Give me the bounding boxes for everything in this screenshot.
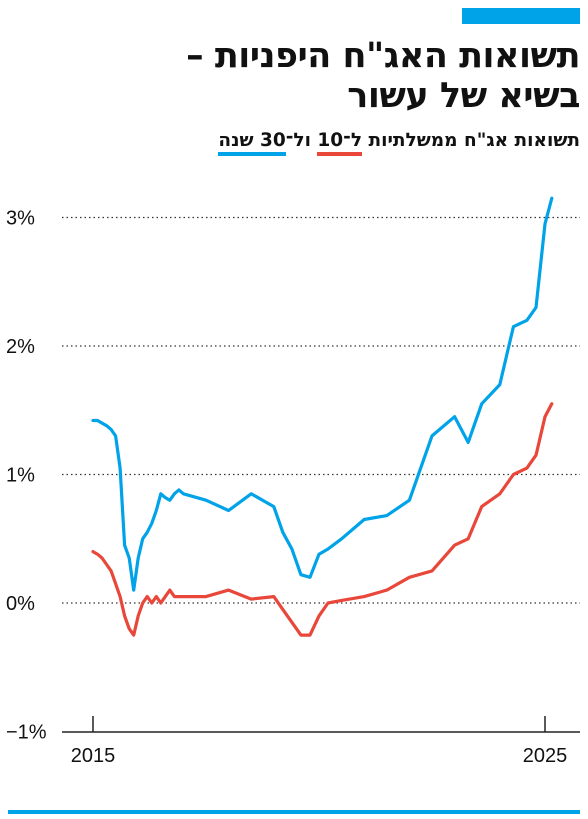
title-line-2: בשיא של עשור: [347, 76, 580, 116]
series-line-10y: [91, 402, 554, 637]
accent-bar-bottom: [8, 810, 580, 814]
title-line-1: תשואות האג"ח היפניות –: [186, 36, 580, 76]
legend-label-30y: 30 שנה: [218, 130, 286, 156]
x-tick-label: 2025: [523, 745, 568, 767]
y-tick-label: 1%: [6, 465, 35, 487]
chart-subtitle: תשואות אג"ח ממשלתיות ל־10 ול־30 שנה: [20, 128, 580, 156]
y-tick-label: 2%: [6, 336, 35, 358]
y-tick-label: −1%: [6, 722, 47, 744]
subtitle-prefix: תשואות אג"ח ממשלתיות: [368, 130, 580, 151]
subtitle-join: ול־: [285, 130, 311, 151]
chart-title: תשואות האג"ח היפניות – בשיא של עשור: [20, 36, 580, 116]
y-tick-label: 0%: [6, 593, 35, 615]
accent-bar-top: [462, 8, 580, 24]
x-tick-label: 2015: [71, 745, 116, 767]
y-tick-label: 3%: [6, 208, 35, 230]
legend-label-10y: ל־10: [317, 130, 363, 156]
series-line-30y: [91, 196, 554, 592]
